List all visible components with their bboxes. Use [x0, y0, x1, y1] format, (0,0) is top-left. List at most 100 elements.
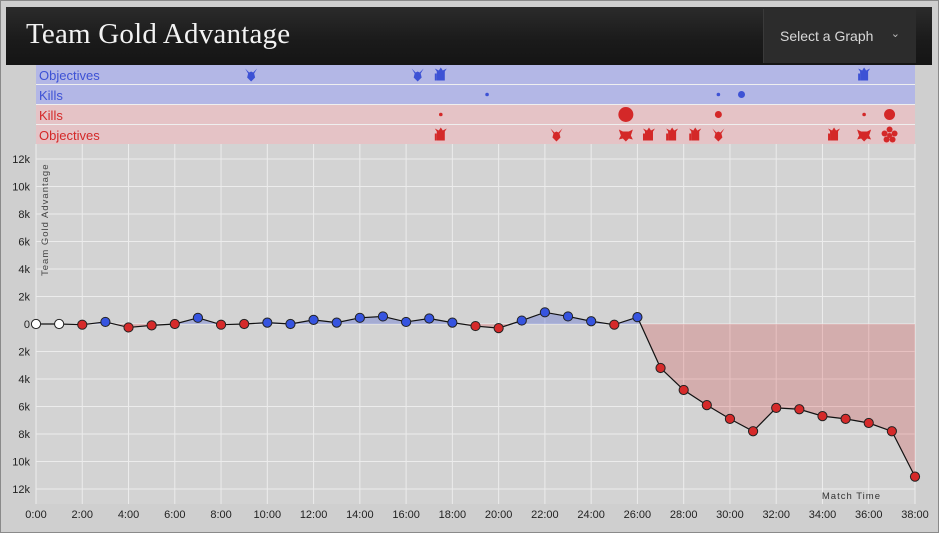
data-point — [401, 316, 412, 328]
data-point — [77, 319, 88, 330]
x-tick-label: 10:00 — [254, 509, 282, 521]
dragon-icon — [550, 128, 563, 142]
page-title: Team Gold Advantage — [26, 18, 291, 50]
data-point — [354, 312, 365, 323]
event-row-label: Kills — [39, 88, 63, 103]
x-tick-label: 30:00 — [716, 509, 744, 521]
x-axis-title: Match Time — [822, 491, 881, 502]
y-axis-title: Team Gold Advantage — [40, 164, 51, 276]
tower-icon — [689, 127, 702, 141]
dragon-icon — [712, 128, 725, 142]
event-row-label: Objectives — [39, 68, 100, 83]
data-point — [586, 316, 597, 327]
x-tick-label: 16:00 — [392, 509, 420, 521]
select-graph-label: Select a Graph — [780, 28, 874, 44]
y-tick-label: 4k — [18, 374, 30, 386]
data-point — [840, 413, 851, 424]
x-tick-label: 18:00 — [439, 509, 467, 521]
tower-icon — [666, 127, 679, 141]
x-axis: 0:00 2:00 4:00 6:00 8:00 10:00 12:00 14:00 16:00… — [25, 509, 928, 521]
data-point — [516, 315, 527, 326]
y-tick-label: 6k — [18, 402, 30, 414]
y-tick-label: 4k — [18, 264, 30, 276]
y-axis: 12k 10k 8k 6k 4k 2k 0 2k 4k 6k 8k 10k 12k — [12, 154, 30, 496]
data-points — [30, 307, 921, 482]
data-point — [794, 404, 805, 415]
row-divider — [36, 124, 915, 125]
y-tick-label: 0 — [24, 319, 30, 331]
data-point — [493, 323, 504, 334]
data-point — [562, 311, 574, 322]
data-point — [678, 384, 689, 396]
row-divider — [36, 104, 915, 105]
tower-icon — [642, 127, 655, 141]
event-row-label: Objectives — [39, 128, 100, 143]
x-tick-label: 8:00 — [210, 509, 231, 521]
data-point — [285, 318, 296, 330]
x-tick-label: 24:00 — [577, 509, 605, 521]
event-row-blue-objectives: Objectives — [36, 65, 915, 85]
kill-marker — [738, 91, 746, 98]
x-tick-label: 2:00 — [72, 509, 93, 521]
data-point — [817, 411, 828, 422]
data-point — [701, 400, 712, 411]
data-point — [909, 471, 921, 482]
x-tick-label: 6:00 — [164, 509, 185, 521]
event-row-band — [36, 85, 915, 104]
data-point — [100, 316, 111, 328]
x-tick-label: 34:00 — [809, 509, 837, 521]
event-row-label: Kills — [39, 108, 63, 123]
y-tick-label: 10k — [12, 457, 30, 469]
y-tick-label: 8k — [18, 209, 30, 221]
tower-icon — [434, 127, 447, 141]
data-point — [262, 317, 273, 328]
y-tick-label: 12k — [12, 484, 30, 496]
y-tick-label: 2k — [18, 347, 30, 359]
data-point — [747, 426, 759, 437]
chevron-down-icon: ⌄ — [890, 28, 900, 40]
data-point — [447, 317, 458, 328]
event-row-red-kills: Kills — [36, 105, 915, 125]
data-point — [771, 402, 782, 413]
row-divider — [36, 84, 915, 85]
dragon-icon — [245, 68, 258, 82]
kill-marker — [862, 112, 866, 117]
data-point — [308, 314, 319, 325]
y-tick-label: 2k — [18, 292, 30, 304]
tower-icon — [828, 127, 841, 141]
red-advantage-area — [36, 324, 915, 477]
data-point — [863, 417, 874, 429]
event-row-red-objectives: Objectives — [36, 125, 915, 145]
event-row-blue-kills: Kills — [36, 85, 915, 105]
data-point — [424, 313, 435, 324]
x-tick-label: 0:00 — [25, 509, 46, 521]
data-point — [30, 318, 42, 330]
data-point — [470, 320, 481, 332]
x-tick-label: 20:00 — [485, 509, 513, 521]
y-tick-label: 10k — [12, 182, 30, 194]
event-row-band — [36, 125, 915, 144]
select-graph-dropdown[interactable]: Select a Graph ⌄ — [763, 9, 916, 63]
grid-lines — [35, 144, 916, 504]
data-point — [539, 307, 550, 318]
tower-icon — [858, 67, 871, 81]
y-tick-label: 6k — [18, 237, 30, 249]
x-tick-label: 32:00 — [762, 509, 790, 521]
data-point — [377, 311, 389, 322]
kill-marker — [485, 92, 489, 97]
event-row-band — [36, 105, 915, 124]
data-point — [54, 318, 65, 330]
kill-marker — [439, 112, 443, 117]
x-tick-label: 4:00 — [118, 509, 139, 521]
data-point — [239, 318, 250, 330]
y-tick-label: 12k — [12, 154, 30, 166]
data-point — [146, 320, 157, 331]
nexus-icon — [881, 126, 898, 143]
data-point — [655, 362, 666, 374]
data-point — [215, 319, 227, 330]
x-tick-label: 36:00 — [855, 509, 883, 521]
x-tick-label: 22:00 — [531, 509, 559, 521]
data-point — [331, 317, 342, 328]
